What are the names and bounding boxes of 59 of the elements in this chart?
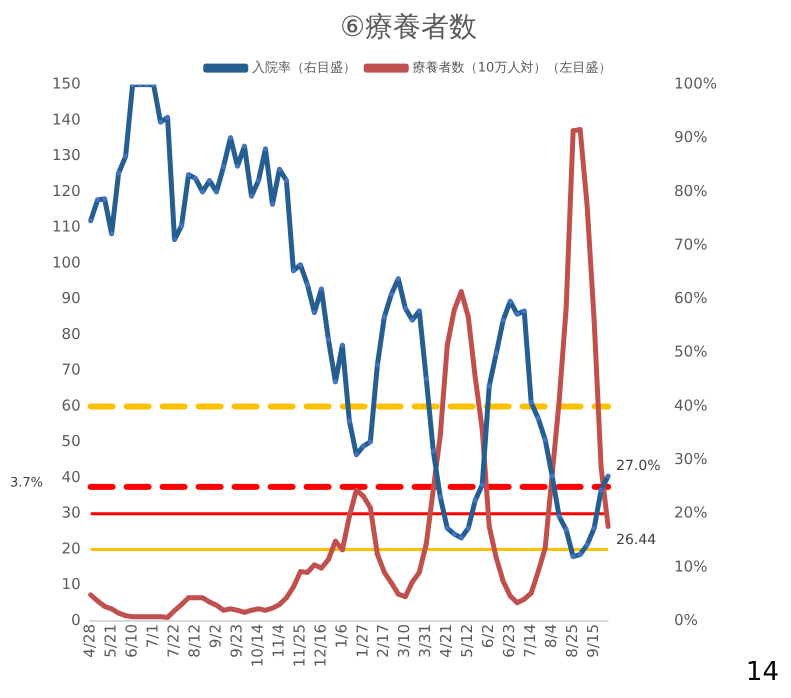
y2-tick-label: 10%	[674, 557, 708, 576]
legend-label: 入院率（右目盛）	[252, 59, 356, 76]
legend-label: 療養者数（10万人対）（左目盛）	[412, 59, 612, 76]
x-tick-label: 7/1	[143, 624, 162, 648]
y-tick-label: 60	[62, 396, 81, 414]
x-tick-label: 10/14	[248, 624, 266, 668]
y2-tick-label: 80%	[674, 182, 708, 200]
x-tick-label: 11/4	[269, 624, 288, 658]
y-tick-label: 90	[62, 289, 81, 308]
y2-tick-label: 20%	[674, 504, 708, 522]
y-tick-label: 20	[62, 539, 81, 558]
y2-tick-label: 0%	[674, 610, 698, 629]
chart-title: ⑥療養者数	[340, 10, 478, 44]
y-tick-label: 0	[71, 610, 81, 629]
y2-tick-label: 90%	[674, 128, 708, 146]
x-tick-label: 8/25	[563, 624, 582, 658]
text: 14	[746, 656, 779, 687]
y2-tick-label: 50%	[674, 342, 708, 361]
y-tick-label: 110	[52, 218, 81, 236]
x-tick-label: 12/16	[311, 624, 330, 668]
x-tick-label: 1/27	[353, 624, 372, 658]
x-tick-label: 11/25	[290, 624, 308, 668]
y-tick-label: 140	[52, 110, 81, 128]
x-tick-label: 9/15	[584, 624, 602, 658]
x-tick-label: 8/12	[185, 624, 204, 658]
y-tick-label: 30	[62, 504, 81, 522]
x-tick-label: 6/10	[122, 624, 140, 658]
x-tick-label: 3/10	[395, 624, 414, 658]
y-tick-label: 10	[62, 575, 81, 594]
y-tick-label: 80	[62, 324, 81, 343]
x-tick-label: 6/2	[479, 624, 498, 648]
x-tick-label: 6/23	[500, 624, 518, 658]
x-tick-label: 7/22	[164, 624, 182, 658]
x-tick-label: 9/23	[227, 624, 246, 658]
data-label: 27.0%	[616, 458, 661, 474]
x-tick-label: 8/4	[542, 624, 560, 648]
x-tick-label: 4/21	[437, 624, 456, 658]
x-tick-label: 4/28	[80, 624, 99, 658]
x-tick-label: 1/6	[332, 624, 350, 648]
y-tick-label: 40	[62, 468, 81, 486]
x-tick-label: 7/14	[521, 624, 540, 658]
y2-tick-label: 70%	[674, 235, 708, 254]
x-tick-label: 5/12	[458, 624, 476, 658]
y2-tick-label: 40%	[674, 396, 708, 414]
x-tick-label: 9/2	[206, 624, 224, 648]
y2-tick-label: 60%	[674, 289, 708, 308]
x-tick-label: 3/31	[416, 624, 434, 658]
y2-tick-label: 100%	[674, 74, 718, 92]
x-tick-label: 5/21	[102, 624, 120, 658]
y-tick-label: 120	[52, 182, 81, 200]
text: 3.7%	[10, 476, 44, 491]
y-tick-label: 70	[62, 360, 81, 379]
y-tick-label: 130	[52, 146, 81, 164]
data-label: 26.44	[616, 532, 656, 548]
y-tick-label: 50	[62, 432, 81, 450]
y2-tick-label: 30%	[674, 450, 708, 468]
y-tick-label: 150	[52, 74, 81, 92]
y-tick-label: 100	[52, 253, 81, 272]
x-tick-label: 2/17	[374, 624, 392, 658]
